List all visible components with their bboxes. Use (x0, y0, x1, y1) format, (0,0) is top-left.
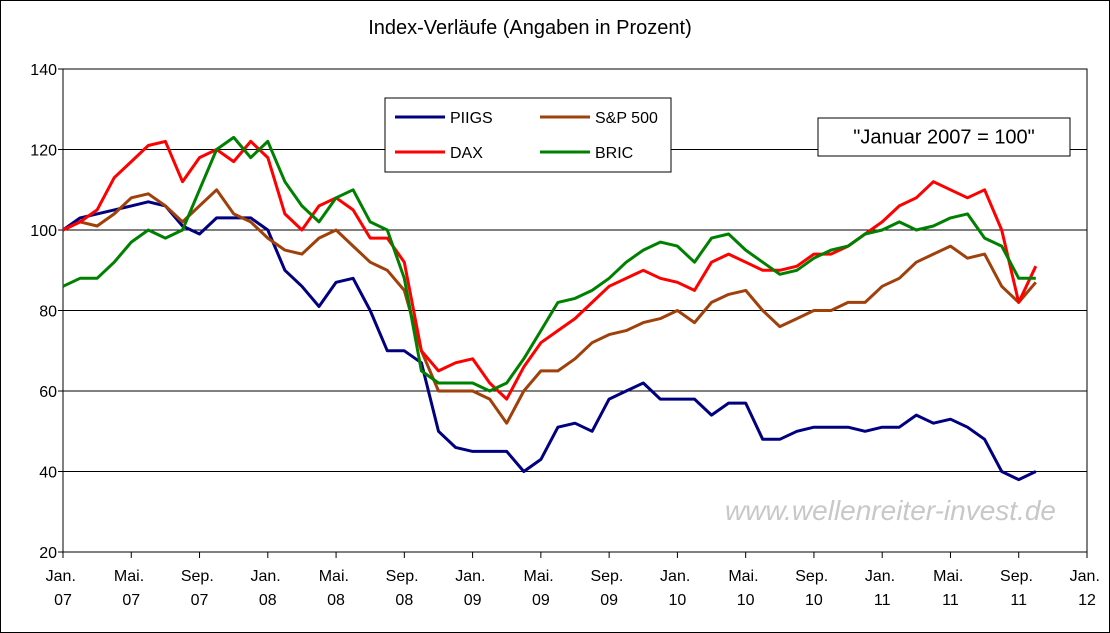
y-tick-label: 140 (30, 62, 57, 79)
series-line (62, 200, 1037, 482)
watermark: www.wellenreiter-invest.de (725, 495, 1056, 526)
series-line (62, 188, 1037, 425)
x-tick-label: Sep. 07 (181, 568, 218, 609)
x-tick-label: Jan. 09 (455, 568, 490, 609)
y-tick-label: 100 (30, 223, 57, 240)
annotation: "Januar 2007 = 100" (853, 126, 1035, 148)
x-tick-label: Jan. 07 (46, 568, 81, 609)
x-tick-label: Jan. 12 (1070, 568, 1105, 609)
legend-label: S&P 500 (595, 110, 658, 127)
x-tick-label: Mai. 08 (319, 568, 354, 609)
chart-title: Index-Verläufe (Angaben in Prozent) (368, 17, 692, 39)
legend-label: DAX (450, 145, 483, 162)
series-line (62, 139, 1038, 401)
legend (384, 97, 672, 173)
x-tick-label: Jan. 10 (660, 568, 695, 609)
x-tick-label: Mai. 10 (728, 568, 763, 609)
annotation-box (817, 117, 1071, 157)
y-tick-label: 60 (39, 384, 57, 401)
x-tick-label: Sep. 09 (590, 568, 627, 609)
y-tick-label: 120 (30, 143, 57, 160)
series-line (62, 135, 1036, 393)
legend-label: BRIC (595, 145, 633, 162)
x-tick-label: Sep. 08 (386, 568, 423, 609)
x-tick-label: Sep. 10 (795, 568, 832, 609)
x-tick-label: Mai. 07 (114, 568, 149, 609)
y-tick-label: 20 (39, 545, 57, 562)
x-tick-label: Mai. 09 (524, 568, 559, 609)
y-tick-label: 80 (39, 304, 57, 321)
x-tick-label: Jan. 11 (865, 568, 900, 609)
x-tick-label: Jan. 08 (250, 568, 285, 609)
x-tick-label: Mai. 11 (933, 568, 968, 609)
x-tick-label: Sep. 11 (1000, 568, 1037, 609)
legend-label: PIIGS (450, 110, 493, 127)
y-tick-label: 40 (39, 465, 57, 482)
